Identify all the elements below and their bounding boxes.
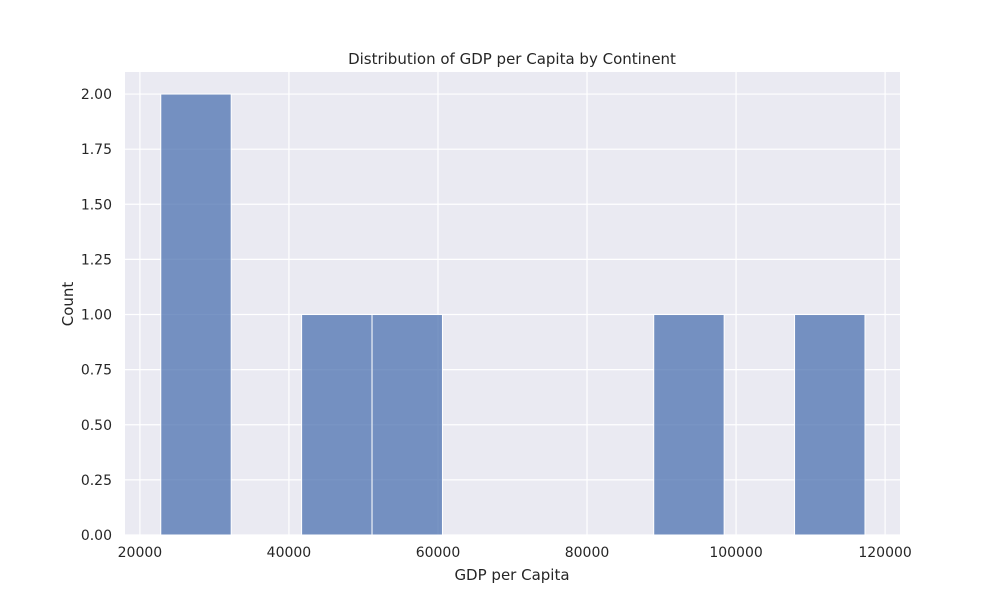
y-axis-label: Count [59,282,77,327]
x-tick-label: 60000 [416,545,461,561]
histogram-bar [371,314,443,536]
y-tick-label: 1.75 [81,142,112,158]
y-tick-label: 1.00 [81,308,112,324]
y-tick-label: 0.50 [81,418,112,434]
histogram-bar [301,314,373,536]
bars [160,93,866,536]
y-tick-label: 0.00 [81,528,112,544]
x-tick-label: 40000 [267,545,312,561]
grid-lines [125,72,900,536]
y-tick-label: 1.50 [81,197,112,213]
y-tick-label: 2.00 [81,87,112,103]
plot-background [125,72,900,535]
x-tick-label: 20000 [118,545,163,561]
x-tick-label: 100000 [709,545,762,561]
y-tick-label: 1.25 [81,252,112,268]
x-axis-label: GDP per Capita [454,566,569,584]
x-tick-label: 120000 [858,545,911,561]
histogram-bar [160,93,232,536]
y-tick-labels: 0.00 0.25 0.50 0.75 1.00 1.25 1.50 1.75 2.00 [81,87,112,544]
y-tick-label: 0.25 [81,473,112,489]
histogram-bar [794,314,866,536]
histogram-bar [653,314,725,536]
chart-title: Distribution of GDP per Capita by Contin… [348,50,676,68]
x-tick-labels: 20000 40000 60000 80000 100000 120000 [118,545,912,561]
y-tick-label: 0.75 [81,363,112,379]
x-tick-label: 80000 [565,545,610,561]
